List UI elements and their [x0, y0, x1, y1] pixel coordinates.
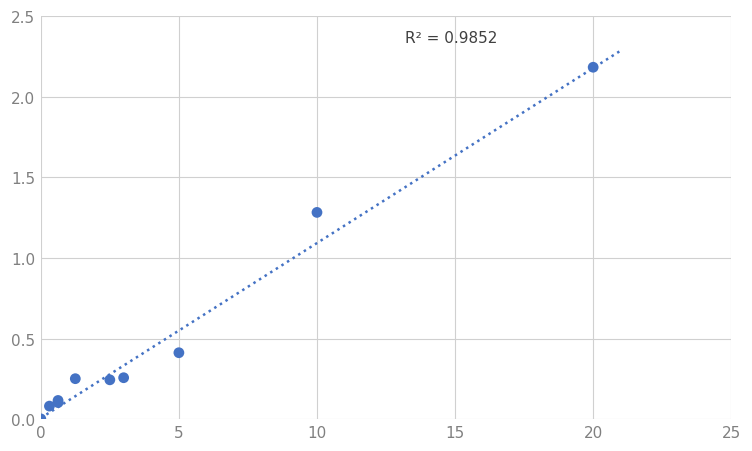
Point [52, 399, 64, 406]
Point [52, 397, 64, 404]
Point [173, 350, 185, 357]
Point [311, 209, 323, 216]
Point [117, 374, 129, 382]
Point [44, 403, 56, 410]
Point [35, 415, 47, 423]
Point [104, 377, 116, 384]
Point [587, 64, 599, 72]
Point [69, 375, 81, 382]
Text: R² = 0.9852: R² = 0.9852 [405, 31, 498, 46]
